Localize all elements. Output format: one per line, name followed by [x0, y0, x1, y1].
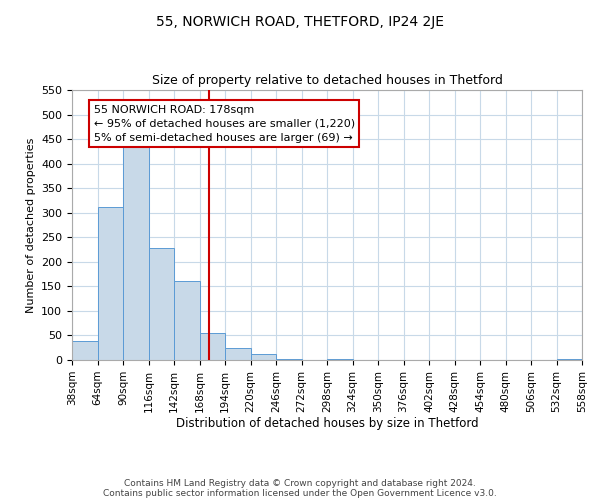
Text: 55, NORWICH ROAD, THETFORD, IP24 2JE: 55, NORWICH ROAD, THETFORD, IP24 2JE: [156, 15, 444, 29]
Bar: [123, 135, 149, 360]
Bar: [327, 358, 353, 360]
Bar: [251, 354, 276, 360]
Bar: [149, 248, 174, 360]
Text: Contains HM Land Registry data © Crown copyright and database right 2024.: Contains HM Land Registry data © Crown c…: [124, 478, 476, 488]
Bar: [199, 333, 225, 360]
Bar: [557, 358, 582, 360]
Text: 55 NORWICH ROAD: 178sqm
← 95% of detached houses are smaller (1,220)
5% of semi-: 55 NORWICH ROAD: 178sqm ← 95% of detache…: [94, 104, 355, 142]
Text: Contains public sector information licensed under the Open Government Licence v3: Contains public sector information licen…: [103, 488, 497, 498]
Bar: [225, 348, 251, 360]
Bar: [174, 282, 199, 360]
Title: Size of property relative to detached houses in Thetford: Size of property relative to detached ho…: [152, 74, 502, 88]
Y-axis label: Number of detached properties: Number of detached properties: [26, 138, 35, 312]
Bar: [72, 342, 97, 360]
X-axis label: Distribution of detached houses by size in Thetford: Distribution of detached houses by size …: [176, 418, 478, 430]
Bar: [276, 358, 302, 360]
Bar: [97, 207, 123, 360]
